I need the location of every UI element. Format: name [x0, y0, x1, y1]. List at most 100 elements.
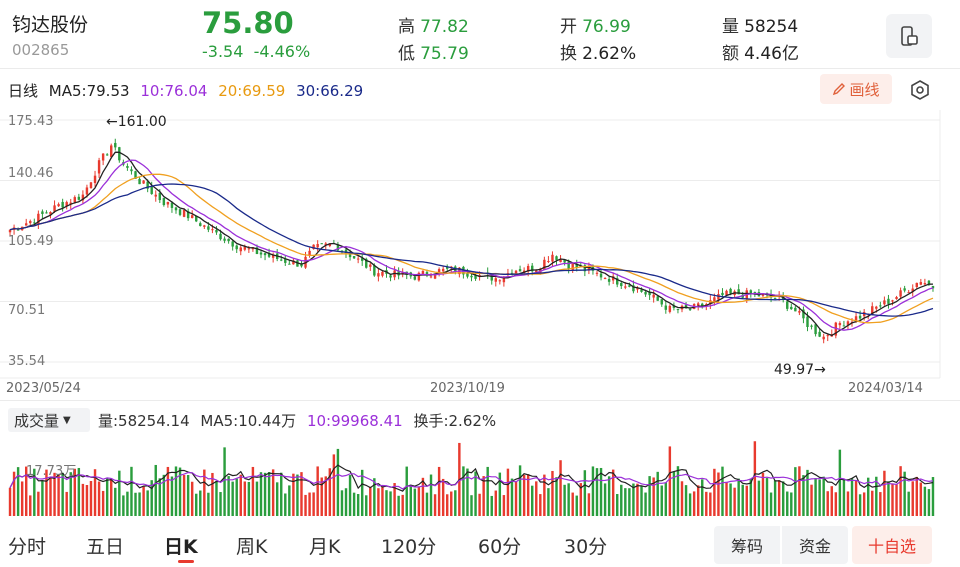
candle-body — [826, 335, 829, 337]
tab-120min[interactable]: 120分 — [381, 536, 437, 558]
volume-bar — [696, 485, 700, 516]
volume-bar — [389, 491, 392, 516]
volume-bar — [563, 484, 566, 516]
volume-bar — [215, 481, 218, 516]
volume-bar — [93, 469, 97, 516]
candle-body — [701, 303, 704, 307]
candle-body — [498, 280, 502, 282]
chips-button[interactable]: 筹码 — [714, 526, 780, 564]
landscape-toggle-button[interactable] — [886, 14, 932, 58]
volume-bar — [854, 480, 858, 516]
volume-bar — [195, 493, 198, 516]
volume-bar — [636, 483, 639, 516]
volume-bar — [862, 492, 866, 516]
tab-30min[interactable]: 30分 — [564, 536, 608, 558]
tab-intraday[interactable]: 分时 — [8, 536, 47, 558]
volume-bar — [304, 494, 307, 516]
volume-bar — [203, 469, 206, 516]
candle-body — [721, 292, 724, 296]
candle-body — [563, 259, 566, 263]
volume-bar — [316, 466, 319, 516]
volume-bar — [320, 477, 323, 516]
volume-bar — [105, 478, 109, 516]
volume-bar — [207, 492, 210, 516]
candle-body — [583, 265, 587, 272]
candle-body — [891, 300, 894, 302]
volume-bar — [518, 465, 522, 516]
volume-bar — [482, 476, 485, 516]
volume-bar — [312, 492, 315, 516]
date-start: 2023/05/24 — [6, 381, 81, 396]
candle-body — [806, 316, 809, 328]
candle-body — [170, 202, 174, 208]
candle-body — [539, 268, 542, 273]
volume-bar — [138, 492, 141, 516]
candle-body — [114, 142, 117, 148]
volume-bar — [170, 476, 174, 516]
tab-five-day[interactable]: 五日 — [86, 536, 125, 558]
candle-body — [138, 178, 141, 185]
indicator-selector[interactable]: 成交量 ▼ — [8, 408, 90, 432]
volume-bar — [551, 470, 554, 516]
volume-bar — [429, 474, 433, 516]
candle-body — [883, 300, 886, 305]
candle-body — [110, 145, 113, 157]
volume-bar — [154, 464, 157, 516]
chart-settings-button[interactable] — [906, 76, 934, 104]
date-end: 2024/03/14 — [848, 381, 923, 396]
tab-weekly-k[interactable]: 周K — [236, 536, 268, 558]
volume-bar — [166, 466, 170, 516]
volume-bar — [20, 481, 24, 516]
volume-bar — [684, 485, 688, 516]
triangle-down-icon: ▼ — [63, 414, 71, 426]
volume-bar — [705, 491, 708, 516]
candle-body — [203, 225, 206, 227]
volume-bar — [761, 472, 765, 516]
price-axis-2: 140.46 — [8, 166, 54, 181]
volume-bar — [644, 492, 647, 516]
volume-bar — [284, 493, 287, 516]
candle-body — [150, 186, 153, 194]
candle-body — [219, 233, 222, 240]
draw-line-button[interactable]: 画线 — [820, 74, 892, 104]
volume-bar — [834, 492, 838, 516]
candle-body — [518, 269, 522, 272]
volume-bar — [919, 482, 923, 516]
tab-60min[interactable]: 60分 — [478, 536, 522, 558]
volume-bar — [25, 466, 28, 516]
volume-bar — [826, 491, 829, 516]
volume-chart — [8, 441, 935, 516]
tab-monthly-k[interactable]: 月K — [309, 536, 341, 558]
pencil-icon — [833, 83, 846, 96]
volume-bar — [656, 471, 659, 516]
candle-body — [603, 277, 607, 279]
vol-turnover: 换手:2.62% — [413, 412, 497, 430]
volume-bar — [628, 488, 631, 516]
candle-body — [105, 154, 109, 156]
candle-body — [33, 222, 36, 224]
volume-bar — [713, 468, 716, 516]
volume-bar — [672, 471, 676, 516]
volume-bar — [49, 477, 52, 516]
candle-body — [547, 260, 550, 262]
volume-bar — [866, 477, 870, 516]
candle-body — [25, 223, 28, 226]
tab-daily-k[interactable]: 日K — [164, 536, 198, 558]
add-favorite-button[interactable]: 十自选 — [852, 526, 932, 564]
volume-bar — [267, 472, 271, 516]
volume-bar — [275, 482, 279, 516]
ma30-line — [9, 183, 934, 317]
candle-body — [684, 304, 688, 308]
funds-button[interactable]: 资金 — [782, 526, 848, 564]
candle-body — [267, 253, 271, 257]
candle-body — [300, 264, 303, 267]
kline-chart[interactable] — [0, 110, 960, 400]
period-label: 日线 — [8, 82, 39, 100]
candle-body — [441, 268, 445, 272]
volume-bar — [235, 478, 238, 516]
volume-bar — [162, 474, 166, 516]
candle-body — [365, 258, 368, 268]
volume-bar — [450, 491, 453, 516]
volume-bar — [118, 470, 121, 516]
candle-body — [761, 293, 765, 296]
